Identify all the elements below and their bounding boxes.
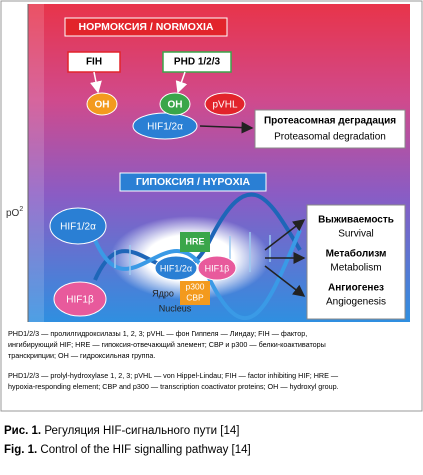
pvhl: pVHL xyxy=(212,100,237,111)
side xyxy=(28,4,44,322)
hif-left-text: HIF1/2α xyxy=(60,222,96,233)
oh: OH xyxy=(168,100,183,111)
normoxia-header-box xyxy=(64,17,228,37)
note-line: PHD1/2/3 — prolyl-hydroxylase 1, 2, 3; p… xyxy=(8,371,339,380)
hypoxia-header: ГИПОКСИЯ / HYPOXIA xyxy=(136,176,251,188)
note-line: hypoxia-responding element; CBP and p300… xyxy=(8,382,339,391)
outcome-ru: Метаболизм xyxy=(326,248,387,260)
caption-ru: Рис. 1. Регуляция HIF-сигнального пути [… xyxy=(4,425,239,437)
outcome-ru: Выживаемость xyxy=(318,215,394,226)
nucleus-ru: Ядро xyxy=(152,288,174,298)
hif1b-complex-text: HIF1β xyxy=(205,263,230,273)
note-line: транскрипции; OH — гидроксильная группа. xyxy=(8,351,155,360)
hif-complex-text: HIF1/2α xyxy=(160,263,192,273)
note-line: ингибирующий HIF; HRE — гипоксия-отвечаю… xyxy=(8,340,326,349)
caption-en: Fig. 1. Control of the HIF signalling pa… xyxy=(4,444,251,456)
degradation-ru: Протеасомная деградация xyxy=(264,116,396,127)
arrow xyxy=(175,71,188,94)
outcome-ru: Ангиогенез xyxy=(328,283,384,294)
hif: HIF1/2α xyxy=(147,122,183,133)
oh-circle xyxy=(159,92,191,116)
hif1b-left xyxy=(53,281,107,317)
degradation-en: Proteasomal degradation xyxy=(274,132,386,143)
pvhl-circle xyxy=(204,92,246,116)
cbp: CBP xyxy=(186,292,204,302)
fih: FIH xyxy=(86,57,102,68)
arrow xyxy=(199,121,254,134)
hif-left xyxy=(49,207,107,245)
notes: PHD1/2/3 — пролилгидроксилазы 1, 2, 3; p… xyxy=(8,329,339,391)
hre: HRE xyxy=(185,236,204,246)
oh-circle xyxy=(86,92,118,116)
hif1b-complex xyxy=(197,255,237,281)
outcome-en: Survival xyxy=(338,229,374,240)
hif-complex xyxy=(154,255,198,281)
phd: PHD 1/2/3 xyxy=(174,57,221,68)
nucleus-en: Nucleus xyxy=(159,303,192,313)
hif-ellipse xyxy=(132,112,198,140)
arrow xyxy=(264,219,306,251)
hre-box xyxy=(180,232,210,252)
arrow xyxy=(90,71,102,94)
outcome-en: Angiogenesis xyxy=(326,297,386,308)
po2: pO2 xyxy=(6,206,23,219)
p300-box xyxy=(180,281,210,305)
arrow xyxy=(264,265,306,297)
phd-box xyxy=(162,51,232,73)
degradation-box xyxy=(254,109,406,149)
oh: OH xyxy=(95,100,110,111)
outcomes-box xyxy=(306,204,406,320)
outcome-en: Metabolism xyxy=(330,263,381,274)
outcomes: Выживаемость Survival Метаболизм Metabolism… xyxy=(318,215,394,308)
note-line: PHD1/2/3 — пролилгидроксилазы 1, 2, 3; p… xyxy=(8,329,307,338)
hif1b-left-text: HIF1β xyxy=(66,295,94,306)
normoxia-header: НОРМОКСИЯ / NORMOXIA xyxy=(79,21,214,33)
p300: p300 xyxy=(186,281,205,291)
hypoxia-header-box xyxy=(119,172,267,192)
